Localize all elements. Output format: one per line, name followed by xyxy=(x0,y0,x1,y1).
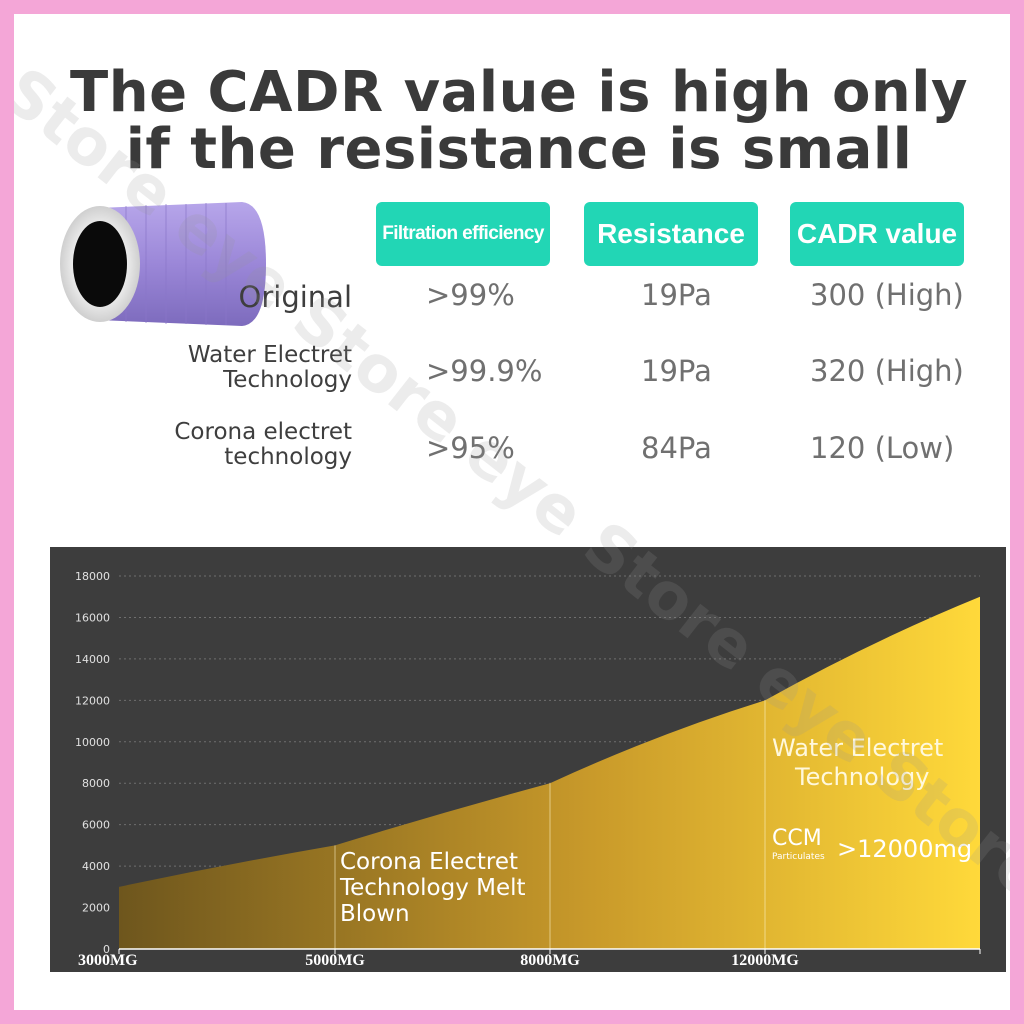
y-tick-label: 18000 xyxy=(75,570,110,583)
row-label-original: Original xyxy=(239,280,352,314)
header-filtration-efficiency: Filtration efficiency xyxy=(376,202,550,266)
infographic-canvas: The CADR value is high only if the resis… xyxy=(14,14,1010,1010)
cell-cadr-corona-electret: 120 (Low) xyxy=(810,431,955,465)
headline-line-1: The CADR value is high only xyxy=(70,60,968,125)
filter-cartridge-image xyxy=(60,202,266,326)
y-tick-label: 2000 xyxy=(82,902,110,915)
row-label-line: Original xyxy=(238,280,352,314)
annotation-corona-line: Corona Electret xyxy=(340,849,518,875)
annotation-ccm-value: >12000mg xyxy=(837,835,973,863)
y-tick-label: 14000 xyxy=(75,653,110,666)
row-label-line: Technology xyxy=(223,367,352,393)
y-tick-label: 0 xyxy=(103,943,110,956)
cell-efficiency-water-electret: >99.9% xyxy=(426,354,543,388)
chart-area: 0 2000 4000 6000 8000 10000 12000 14000 16000 180… xyxy=(50,547,1006,972)
row-label-line: technology xyxy=(224,444,352,470)
row-label-water-electret: Water Electret Technology xyxy=(188,343,352,393)
area-chart: 0 2000 4000 6000 8000 10000 12000 14000 16000 180… xyxy=(50,547,1006,972)
y-tick-label: 10000 xyxy=(75,736,110,749)
annotation-corona-line: Technology Melt xyxy=(340,875,526,901)
row-label-corona-electret: Corona electret technology xyxy=(174,420,352,470)
annotation-water-line: Water Electret xyxy=(772,734,944,762)
cell-resistance-corona-electret: 84Pa xyxy=(641,431,712,465)
cell-resistance-original: 19Pa xyxy=(641,278,712,312)
headline-line-2: if the resistance is small xyxy=(125,117,913,182)
cell-cadr-original: 300 (High) xyxy=(810,278,964,312)
x-tick-label: 8000MG xyxy=(520,952,580,969)
annotation-ccm-sub: Particulates xyxy=(772,852,825,862)
row-label-line: Water Electret xyxy=(187,342,352,368)
x-tick-label: 12000MG xyxy=(731,952,799,969)
y-tick-label: 4000 xyxy=(82,860,110,873)
header-cadr-value: CADR value xyxy=(790,202,964,266)
headline: The CADR value is high only if the resis… xyxy=(14,64,1010,178)
annotation-ccm: CCM xyxy=(772,826,822,851)
annotation-corona-line: Blown xyxy=(340,901,410,927)
y-tick-label: 16000 xyxy=(75,611,110,624)
y-tick-label: 12000 xyxy=(75,694,110,707)
x-tick-label: 3000MG xyxy=(78,952,138,969)
header-resistance: Resistance xyxy=(584,202,758,266)
row-label-line: Corona electret xyxy=(174,419,352,445)
x-tick-label: 5000MG xyxy=(305,952,365,969)
cell-efficiency-corona-electret: >95% xyxy=(426,431,515,465)
annotation-water-line: Technology xyxy=(795,763,930,791)
y-tick-label: 6000 xyxy=(82,819,110,832)
y-tick-label: 8000 xyxy=(82,777,110,790)
cell-efficiency-original: >99% xyxy=(426,278,515,312)
cell-resistance-water-electret: 19Pa xyxy=(641,354,712,388)
cell-cadr-water-electret: 320 (High) xyxy=(810,354,964,388)
